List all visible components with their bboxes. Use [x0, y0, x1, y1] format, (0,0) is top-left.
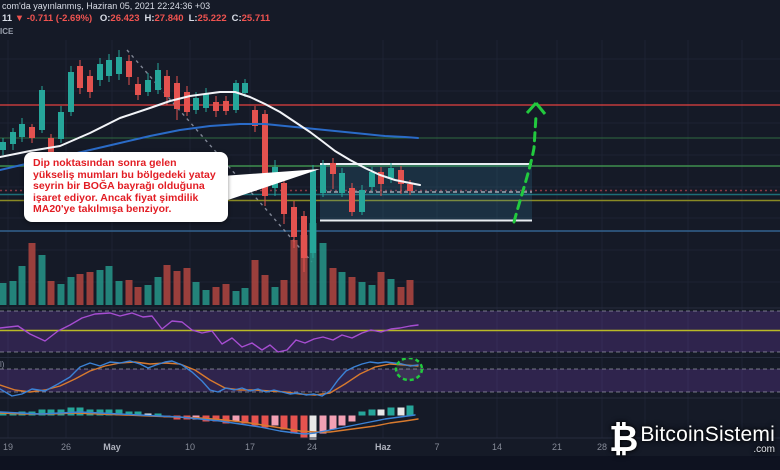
time-axis-label: 10: [184, 442, 196, 452]
stoch-cross-highlight: [394, 356, 424, 382]
time-axis-label: May: [103, 442, 121, 452]
time-axis-label: 17: [244, 442, 256, 452]
rsi-panel: [0, 312, 780, 353]
price-prefix: 11: [2, 13, 13, 24]
ohlc-value: 26.423: [110, 13, 140, 24]
stochastic-panel: [0, 360, 419, 397]
projection-arrow: [512, 101, 547, 224]
bull-flag-box: [320, 163, 532, 222]
time-axis-label: 19: [2, 442, 14, 452]
time-axis-label: Haz: [374, 442, 392, 452]
logo-tld: .com: [753, 443, 775, 455]
time-axis-label: 7: [434, 442, 440, 452]
ohlc-label: O:: [99, 13, 111, 24]
price-change: ▼ -0.711 (-2.69%): [14, 13, 93, 24]
ohlc-values: O:26.423 H:27.840 L:25.222 C:25.711: [95, 13, 270, 24]
exchange-label: ICE: [0, 27, 14, 36]
volume-bars: [0, 223, 414, 305]
time-axis-label: 24: [306, 442, 318, 452]
time-axis-label: 14: [491, 442, 503, 452]
bubble-tail: [222, 169, 320, 202]
indicator-label-cropped: l): [0, 360, 5, 369]
ohlc-value: 25.222: [197, 13, 227, 24]
ohlc-value: 25.711: [241, 13, 271, 24]
logo-name: BitcoinSistemi: [640, 422, 775, 446]
indicator-bands: [0, 310, 780, 393]
ohlc-label: L:: [188, 13, 198, 24]
ohlc-label: H:: [144, 13, 155, 24]
macd-panel: [0, 405, 419, 440]
analysis-annotation-bubble: Dip noktasından sonra gelen yükseliş mum…: [24, 152, 228, 222]
bitcoinsistemi-logo: ₿ BitcoinSistemi .com: [609, 421, 775, 457]
ohlc-value: 27.840: [154, 13, 184, 24]
bitcoin-icon: ₿: [608, 418, 639, 459]
grid-lines: [0, 40, 780, 438]
candlesticks: [0, 50, 413, 272]
published-line: com'da yayınlanmış, Haziran 05, 2021 22:…: [2, 1, 211, 11]
panel-separators: [0, 307, 780, 439]
moving-averages: [0, 91, 421, 186]
time-axis-label: 26: [60, 442, 72, 452]
ohlc-bar: 11 ▼ -0.711 (-2.69%) O:26.423 H:27.840 L:2…: [2, 13, 270, 24]
bottom-bar: [0, 456, 780, 470]
time-axis[interactable]: 19 26 May 10 17 24 Haz 7 14 21 28: [0, 439, 780, 456]
ohlc-label: C:: [231, 13, 242, 24]
time-axis-label: 28: [596, 442, 608, 452]
annotation-text: Dip noktasından sonra gelen yükseliş mum…: [33, 157, 216, 216]
time-axis-label: 21: [551, 442, 563, 452]
